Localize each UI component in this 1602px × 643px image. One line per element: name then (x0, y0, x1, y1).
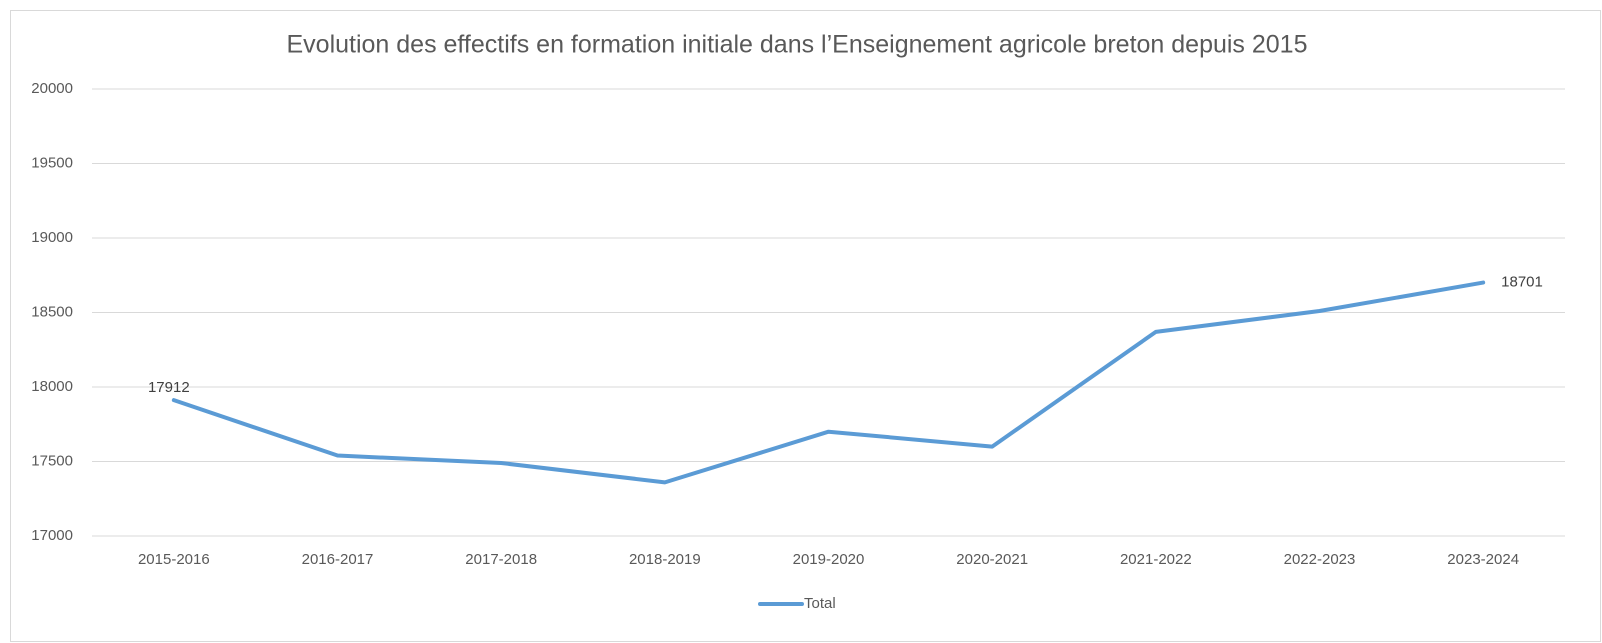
data-label: 17912 (148, 379, 190, 396)
y-tick-label: 20000 (31, 80, 73, 97)
y-tick-label: 19000 (31, 229, 73, 246)
legend-label: Total (804, 595, 836, 612)
x-tick-label: 2020-2021 (956, 551, 1028, 568)
x-tick-label: 2017-2018 (465, 551, 537, 568)
y-tick-label: 17000 (31, 527, 73, 544)
data-label: 18701 (1501, 274, 1543, 291)
x-tick-label: 2022-2023 (1284, 551, 1356, 568)
x-tick-label: 2023-2024 (1447, 551, 1519, 568)
x-tick-label: 2021-2022 (1120, 551, 1192, 568)
y-tick-label: 19500 (31, 154, 73, 171)
y-tick-label: 18000 (31, 378, 73, 395)
chart-title: Evolution des effectifs en formation ini… (286, 31, 1307, 59)
x-tick-label: 2016-2017 (302, 551, 374, 568)
line-series (171, 280, 1486, 485)
chart-border (10, 10, 1601, 642)
x-tick-label: 2015-2016 (138, 551, 210, 568)
y-tick-label: 18500 (31, 303, 73, 320)
x-tick-label: 2019-2020 (793, 551, 865, 568)
x-tick-label: 2018-2019 (629, 551, 701, 568)
y-tick-label: 17500 (31, 452, 73, 469)
